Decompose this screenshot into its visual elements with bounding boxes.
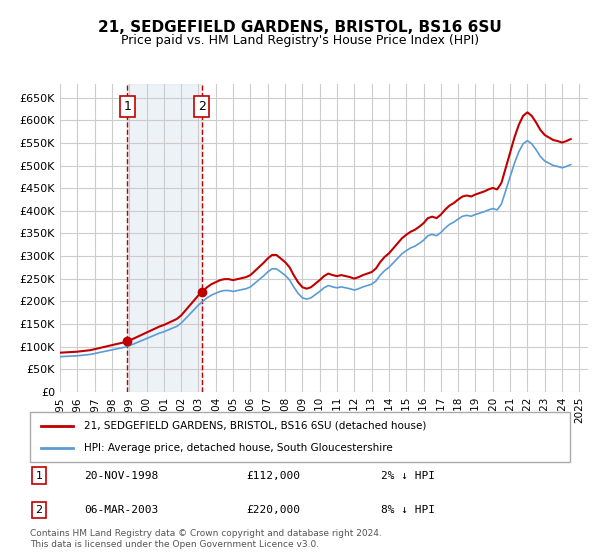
Text: 2: 2: [197, 100, 206, 113]
Text: 2% ↓ HPI: 2% ↓ HPI: [381, 470, 435, 480]
Bar: [127, 84, 202, 392]
Text: 20-NOV-1998: 20-NOV-1998: [84, 470, 158, 480]
Text: This data is licensed under the Open Government Licence v3.0.: This data is licensed under the Open Gov…: [30, 540, 319, 549]
FancyBboxPatch shape: [30, 412, 570, 462]
Text: 8% ↓ HPI: 8% ↓ HPI: [381, 505, 435, 515]
Text: 2: 2: [35, 505, 43, 515]
Text: £220,000: £220,000: [246, 505, 300, 515]
Text: 06-MAR-2003: 06-MAR-2003: [84, 505, 158, 515]
Text: £112,000: £112,000: [246, 470, 300, 480]
Text: 21, SEDGEFIELD GARDENS, BRISTOL, BS16 6SU: 21, SEDGEFIELD GARDENS, BRISTOL, BS16 6S…: [98, 20, 502, 35]
Text: Price paid vs. HM Land Registry's House Price Index (HPI): Price paid vs. HM Land Registry's House …: [121, 34, 479, 46]
Text: 1: 1: [35, 470, 43, 480]
Text: 21, SEDGEFIELD GARDENS, BRISTOL, BS16 6SU (detached house): 21, SEDGEFIELD GARDENS, BRISTOL, BS16 6S…: [84, 421, 427, 431]
Text: 1: 1: [124, 100, 131, 113]
Text: Contains HM Land Registry data © Crown copyright and database right 2024.: Contains HM Land Registry data © Crown c…: [30, 529, 382, 538]
Text: HPI: Average price, detached house, South Gloucestershire: HPI: Average price, detached house, Sout…: [84, 443, 393, 453]
